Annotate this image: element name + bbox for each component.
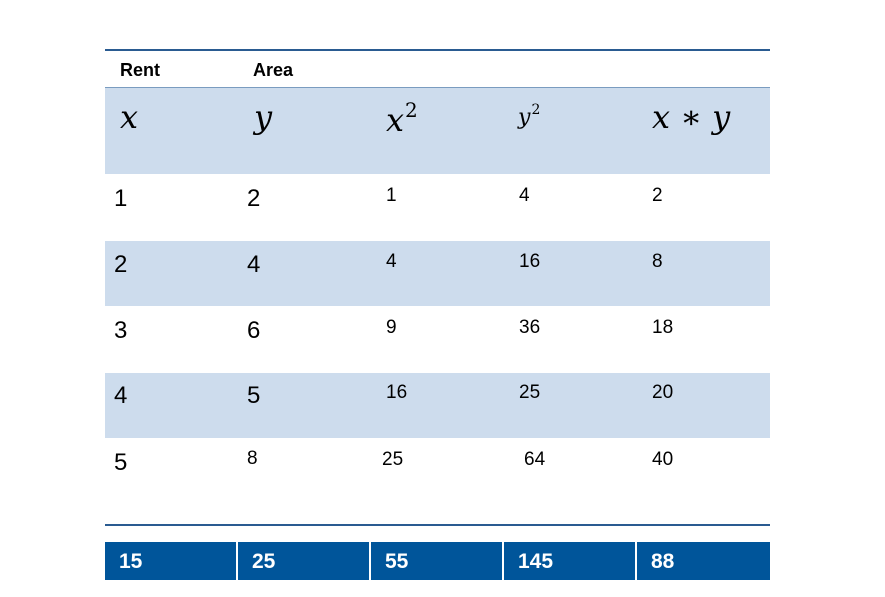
table-cell: 9: [386, 317, 397, 338]
header-band: [105, 88, 770, 174]
row-band-2: [105, 241, 770, 306]
table-cell: 25: [382, 449, 404, 470]
header-x-squared: x2: [386, 98, 418, 139]
table-cell: 1: [386, 185, 397, 206]
table-cell: 2: [114, 251, 128, 278]
table-cell: 8: [247, 448, 258, 469]
totals-row: 15 25 55 145 88: [105, 542, 770, 580]
table-cell: 4: [114, 382, 128, 409]
table-cell: 25: [519, 382, 541, 403]
table-cell: 4: [519, 185, 530, 206]
header-x-times-y: x ∗ y: [652, 98, 731, 136]
row-band-4: [105, 373, 770, 438]
top-rule: [105, 49, 770, 51]
total-y-squared: 145: [504, 542, 635, 580]
total-x: 15: [105, 542, 236, 580]
table-cell: 40: [652, 449, 674, 470]
table-cell: 64: [524, 449, 546, 470]
table-cell: 8: [652, 251, 663, 272]
table-cell: 4: [386, 251, 397, 272]
rent-label: Rent: [120, 60, 160, 80]
table-cell: 18: [652, 317, 674, 338]
table-cell: 2: [247, 185, 261, 212]
table-cell: 20: [652, 382, 674, 403]
area-label: Area: [253, 60, 294, 80]
table-cell: 5: [114, 449, 128, 476]
total-y: 25: [238, 542, 369, 580]
table-cell: 16: [519, 251, 541, 272]
bottom-rule: [105, 524, 770, 526]
table-cell: 1: [114, 185, 128, 212]
header-rule: [105, 87, 770, 88]
table-cell: 5: [247, 382, 261, 409]
header-x: x: [120, 98, 139, 136]
table-cell: 36: [519, 317, 541, 338]
table-cell: 6: [247, 317, 261, 344]
header-y-squared: y2: [518, 102, 541, 130]
total-x-squared: 55: [371, 542, 502, 580]
total-x-times-y: 88: [637, 542, 770, 580]
table-cell: 3: [114, 317, 128, 344]
table-cell: 2: [652, 185, 663, 206]
table-cell: 16: [386, 382, 408, 403]
header-y: y: [254, 98, 273, 136]
table-cell: 4: [247, 251, 261, 278]
